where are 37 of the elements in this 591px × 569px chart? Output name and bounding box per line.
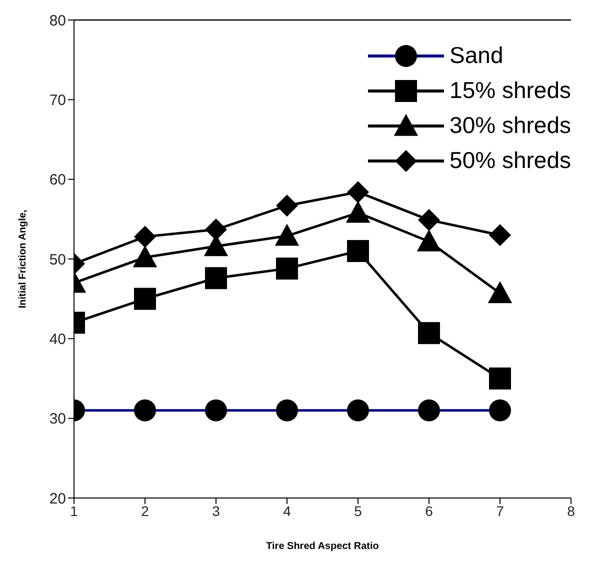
- point: [489, 368, 511, 390]
- y-tick-label: 30: [49, 410, 66, 428]
- x-axis-title: Tire Shred Aspect Ratio: [266, 541, 379, 552]
- point: [347, 181, 369, 204]
- point: [416, 229, 442, 252]
- point: [274, 224, 300, 246]
- y-tick-label: 40: [49, 330, 66, 348]
- x-tick-label: 6: [425, 502, 434, 519]
- legend-label: 50% shreds: [450, 146, 571, 175]
- x-tick-label: 2: [141, 502, 150, 519]
- point: [418, 208, 440, 231]
- point: [205, 267, 227, 290]
- point: [134, 288, 156, 310]
- y-axis-title: Initial Friction Angle,: [18, 210, 29, 308]
- legend-label: 15% shreds: [450, 76, 571, 105]
- y-tick-label: 60: [49, 172, 66, 189]
- x-tick-label: 5: [354, 502, 362, 519]
- y-tick-label: 70: [49, 92, 66, 109]
- point: [276, 194, 298, 217]
- x-tick-label: 1: [70, 502, 78, 519]
- x-tick-label: 7: [496, 502, 504, 519]
- y-tick-label: 80: [49, 12, 66, 30]
- legend-label: Sand: [450, 41, 504, 70]
- x-tick-label: 3: [212, 502, 220, 519]
- legend-label: 30% shreds: [450, 111, 571, 140]
- x-tick-label: 4: [283, 502, 292, 519]
- point: [489, 224, 511, 246]
- y-tick-label: 20: [49, 490, 66, 508]
- point: [134, 226, 156, 248]
- point: [346, 200, 370, 223]
- point: [276, 258, 298, 280]
- point: [132, 245, 158, 268]
- x-tick-label: 8: [567, 502, 576, 519]
- point: [488, 281, 512, 304]
- y-tick-label: 50: [49, 251, 66, 268]
- point: [347, 240, 369, 262]
- point: [418, 322, 440, 344]
